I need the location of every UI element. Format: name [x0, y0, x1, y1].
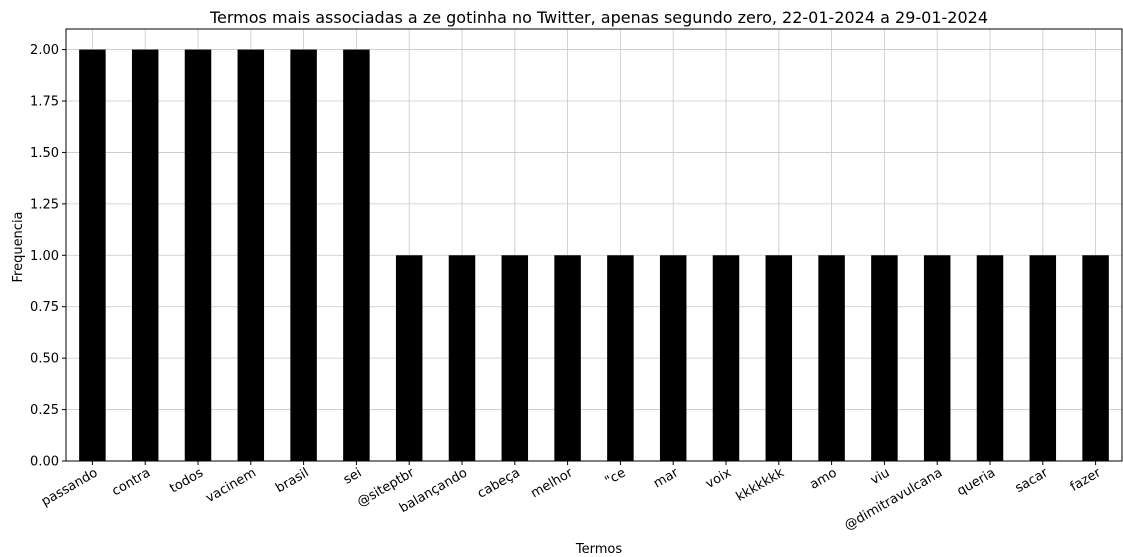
x-tick-label: todos [167, 465, 206, 496]
y-axis-label: Frequencia [11, 211, 26, 282]
x-tick-label: brasil [273, 465, 311, 496]
y-tick-label: 1.00 [30, 249, 59, 264]
bar [1082, 255, 1109, 461]
x-tick-label: cabeça [475, 465, 523, 501]
bar [290, 49, 317, 461]
y-tick-label: 0.00 [30, 455, 59, 470]
x-tick-label: queria [955, 465, 998, 499]
bar [607, 255, 634, 461]
x-tick-label: passando [39, 465, 100, 509]
bar [659, 255, 687, 461]
bar [501, 255, 529, 461]
bar [1029, 255, 1057, 461]
bar [395, 255, 423, 461]
bar [184, 49, 212, 461]
x-tick-label: sacar [1013, 465, 1052, 496]
y-tick-label: 1.75 [30, 95, 59, 110]
y-tick-label: 1.25 [30, 197, 59, 212]
x-tick-label: amo [807, 465, 839, 492]
grid-lines [66, 29, 1122, 462]
x-tick-label: vacinem [203, 465, 258, 506]
x-tick-label: voix [703, 465, 734, 492]
x-tick-label: @dimitravulcana [842, 465, 945, 533]
x-tick-label: melhor [528, 465, 576, 501]
x-tick-label: fazer [1068, 465, 1104, 495]
y-tick-label: 0.50 [30, 352, 59, 367]
y-axis: 0.00 0.25 0.50 0.75 1.00 1.25 1.50 1.75 2.00 [30, 43, 66, 470]
x-tick-label: sei [341, 465, 364, 487]
x-tick-label: contra [110, 465, 154, 499]
bar [818, 255, 845, 461]
y-tick-label: 0.75 [30, 300, 59, 315]
bar [976, 255, 1004, 461]
bars [79, 49, 1109, 461]
bar [554, 255, 581, 461]
y-tick-label: 2.00 [30, 43, 59, 58]
bar [765, 255, 793, 461]
x-tick-label: kkkkkkk [734, 465, 788, 505]
x-tick-label: "ce [603, 465, 629, 489]
x-tick-label: mar [651, 465, 682, 491]
chart-title: Termos mais associadas a ze gotinha no T… [209, 8, 988, 27]
plot-frame [65, 28, 1123, 462]
y-tick-label: 0.25 [30, 403, 59, 418]
bar [448, 255, 476, 461]
bar [343, 49, 370, 461]
bar [871, 255, 898, 461]
bar [131, 49, 159, 461]
bar [237, 49, 265, 461]
x-tick-label: viu [868, 465, 892, 488]
x-axis-label: Termos [575, 542, 622, 557]
y-tick-label: 1.50 [30, 146, 59, 161]
bar [79, 49, 106, 461]
bar [712, 255, 740, 461]
bar [923, 255, 951, 461]
